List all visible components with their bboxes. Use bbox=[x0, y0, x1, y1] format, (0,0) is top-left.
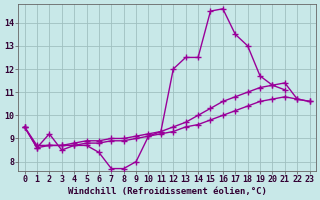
X-axis label: Windchill (Refroidissement éolien,°C): Windchill (Refroidissement éolien,°C) bbox=[68, 187, 267, 196]
